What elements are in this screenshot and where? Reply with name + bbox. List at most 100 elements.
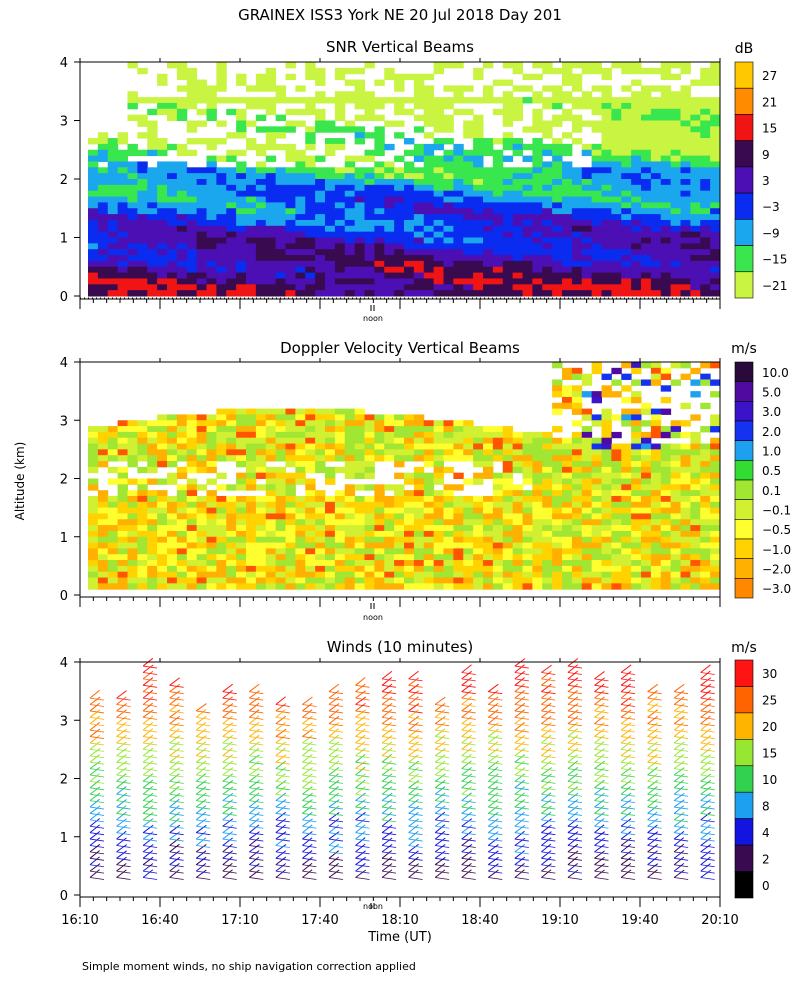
doppler-cell [631,490,642,497]
snr-cell [295,284,306,291]
snr-cell [176,85,188,92]
snr-cell [305,155,316,162]
doppler-cell [275,443,286,450]
wind-barb-shaft [382,716,397,720]
snr-cell [512,249,523,256]
snr-cell [354,85,365,92]
doppler-cell [265,513,277,520]
snr-cell [502,173,514,180]
doppler-cell [641,379,652,386]
snr-cell [700,225,711,233]
doppler-cell [443,507,454,514]
snr-cell [483,196,494,203]
doppler-cell [315,495,326,503]
snr-cell [670,266,681,274]
wind-barb-shaft [222,781,237,784]
doppler-cell [315,408,326,415]
snr-cell [631,126,642,133]
snr-cell [650,85,662,92]
snr-cell [226,173,237,180]
snr-cell [137,284,148,291]
doppler-cell [384,414,395,421]
doppler-cell [680,478,691,485]
doppler-cell [216,501,227,509]
doppler-cell [137,431,148,439]
wind-barb [222,799,234,808]
snr-cell [660,179,672,186]
snr-cell [700,143,711,151]
snr-cell [542,231,553,238]
snr-cell [670,138,681,145]
doppler-cell [483,466,494,474]
snr-cell [354,155,365,162]
doppler-cell [88,513,99,520]
doppler-cell [265,431,277,439]
doppler-cell [236,577,247,584]
snr-cell [502,167,514,174]
snr-cell [641,255,652,262]
doppler-cell [97,548,109,555]
wind-barb [142,767,154,776]
doppler-cell [552,478,563,485]
doppler-cell [433,478,444,485]
snr-cell [453,161,464,168]
snr-cell [443,97,454,104]
doppler-cell [571,431,583,439]
doppler-cell [107,530,119,538]
snr-cell [127,167,138,174]
doppler-cell [236,519,247,526]
snr-cell [710,155,721,162]
doppler-cell [532,495,543,503]
doppler-title: Doppler Velocity Vertical Beams [280,339,520,357]
snr-cell [137,167,148,174]
snr-cell [581,260,593,268]
snr-cell [394,284,405,291]
doppler-cell [186,461,198,468]
snr-cell [107,155,119,162]
doppler-cell [157,542,168,549]
doppler-cell [700,426,711,433]
doppler-cell [374,548,385,555]
doppler-cell [700,548,711,555]
snr-cell [186,149,198,157]
doppler-cell [117,577,128,584]
doppler-cell [413,443,425,450]
doppler-cell [206,565,217,573]
doppler-cell [88,461,99,468]
wind-barb-shaft [461,857,476,861]
wind-barb-shaft [408,857,423,861]
snr-cell [700,260,711,268]
wind-barb-shaft [435,813,450,816]
snr-cell [581,179,593,186]
doppler-cell [502,583,514,590]
snr-cell [601,255,612,262]
snr-cell [571,231,583,238]
doppler-cell [364,472,375,479]
doppler-cell [384,426,395,433]
snr-cell [690,143,701,151]
snr-cell [404,290,415,297]
snr-cell [374,284,385,291]
doppler-cell [463,519,474,526]
wind-barb [328,703,340,712]
doppler-cell [591,490,602,497]
wind-barb-shaft [249,877,264,880]
snr-cell [443,231,454,238]
doppler-cell [147,560,158,567]
snr-cell [265,132,277,139]
snr-cell [443,155,454,162]
doppler-cell [522,525,533,532]
doppler-cell [601,449,612,456]
snr-cell [374,179,385,186]
wind-barb-shaft [89,877,105,880]
snr-cell [404,255,415,262]
doppler-cell [226,525,237,532]
snr-cell [295,290,306,297]
snr-cell [641,208,652,215]
wind-barb [408,703,420,712]
doppler-cell [690,519,701,526]
doppler-cell [364,484,375,491]
doppler-colorbar-swatch [734,420,754,441]
snr-cell [463,290,474,297]
doppler-cell [611,519,622,526]
